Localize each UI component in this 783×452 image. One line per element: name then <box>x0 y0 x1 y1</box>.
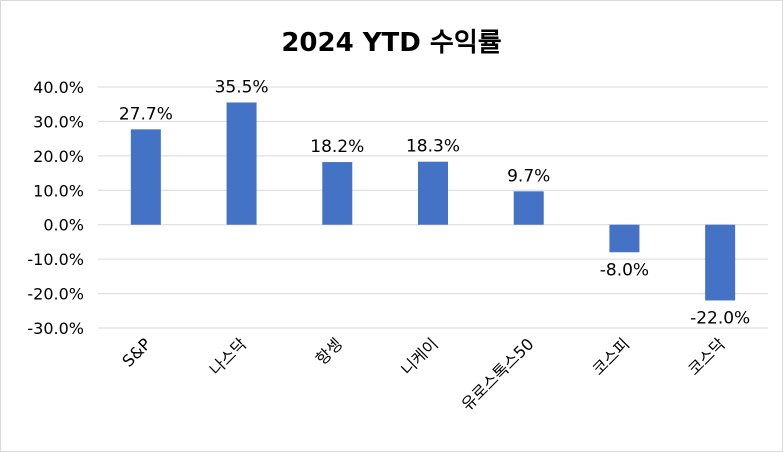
x-category-label: 니케이 <box>397 334 442 379</box>
bar <box>705 224 736 301</box>
data-label: -8.0% <box>600 260 649 280</box>
data-label: 35.5% <box>215 77 269 97</box>
x-category-label: 나스닥 <box>206 334 251 379</box>
bars <box>130 102 736 301</box>
chart-title: 2024 YTD 수익률 <box>281 28 502 58</box>
bar <box>130 129 161 225</box>
y-tick-label: -20.0% <box>27 285 84 304</box>
y-tick-label: 30.0% <box>33 112 84 131</box>
x-category-label: 코스피 <box>589 334 634 379</box>
bar <box>418 161 448 225</box>
bar <box>226 102 257 225</box>
data-label: -22.0% <box>690 308 750 328</box>
data-label: 18.3% <box>406 137 460 157</box>
data-labels: 27.7% 35.5% 18.2% 18.3% 9.7% -8.0% -22.0% <box>119 77 750 328</box>
x-category-label: 유로스톡스50 <box>458 334 538 414</box>
bar <box>513 191 544 225</box>
data-label: 18.2% <box>310 137 364 157</box>
x-category-label: 코스닥 <box>684 334 729 379</box>
y-axis-tick-labels: 40.0% 30.0% 20.0% 10.0% 0.0% -10.0% -20.0% -30.… <box>27 78 84 338</box>
x-category-label: S&P <box>118 334 155 371</box>
data-label: 27.7% <box>119 104 173 124</box>
x-axis-category-labels: S&P 나스닥 항셍 니케이 유로스톡스50 코스피 코스닥 <box>118 334 729 414</box>
y-tick-label: 40.0% <box>33 78 84 97</box>
bar <box>322 162 353 225</box>
y-tick-label: 20.0% <box>33 147 84 166</box>
y-tick-label: 10.0% <box>33 181 84 200</box>
bar <box>609 224 640 253</box>
y-tick-label: -30.0% <box>27 319 84 338</box>
y-tick-label: 0.0% <box>43 216 84 235</box>
data-label: 9.7% <box>507 166 550 186</box>
gridlines <box>98 86 768 329</box>
x-category-label: 항셍 <box>312 334 346 368</box>
y-tick-label: -10.0% <box>27 250 84 269</box>
